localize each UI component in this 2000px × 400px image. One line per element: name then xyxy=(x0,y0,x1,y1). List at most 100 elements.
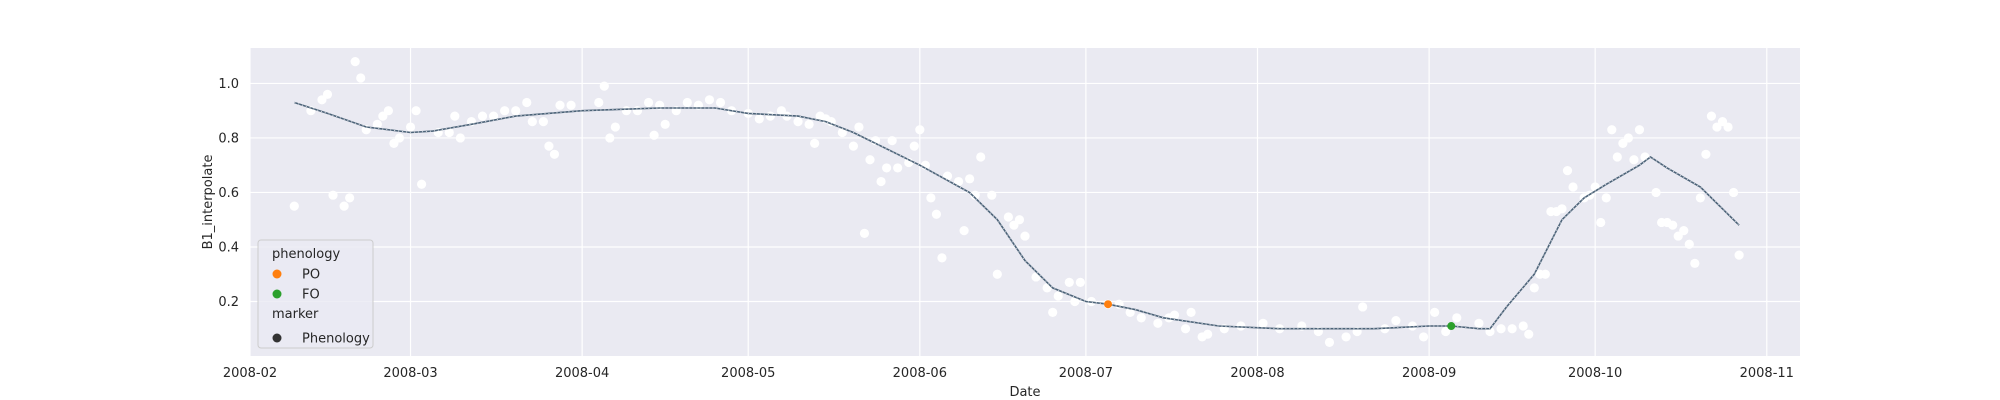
observation-point xyxy=(1679,226,1689,236)
observation-point xyxy=(356,73,366,83)
observation-point xyxy=(1014,215,1025,225)
observation-point xyxy=(372,119,382,129)
observation-point xyxy=(987,190,997,200)
observation-point xyxy=(594,97,604,108)
observation-point xyxy=(289,201,299,211)
observation-point xyxy=(555,100,565,110)
observation-point xyxy=(1125,307,1135,317)
legend: phenology PO FO marker Phenology xyxy=(257,239,374,349)
observation-point xyxy=(848,141,858,151)
observation-point xyxy=(965,174,975,184)
observation-point xyxy=(500,106,510,116)
legend-label-phenology: Phenology xyxy=(302,332,370,347)
observation-point xyxy=(522,97,532,108)
observation-point xyxy=(1203,329,1213,339)
observation-point xyxy=(544,141,554,151)
observation-point xyxy=(959,226,969,236)
observation-point xyxy=(1391,315,1401,326)
observation-point xyxy=(1701,149,1711,159)
x-tick-label: 2008-05 xyxy=(721,366,775,381)
observation-point xyxy=(865,155,875,165)
observation-point xyxy=(411,106,421,116)
observation-point xyxy=(1452,313,1462,323)
observation-point xyxy=(383,106,393,116)
observation-point xyxy=(765,111,775,121)
observation-point xyxy=(527,116,537,127)
observation-point xyxy=(1734,250,1744,260)
observation-point xyxy=(859,228,870,238)
observation-point xyxy=(322,89,333,99)
observation-point xyxy=(909,141,919,151)
observation-point xyxy=(1324,337,1335,347)
observation-point xyxy=(804,119,814,129)
observation-point xyxy=(1186,307,1196,317)
observation-point xyxy=(511,106,521,116)
observation-point xyxy=(455,133,465,143)
observation-point xyxy=(599,81,609,91)
observation-point xyxy=(926,193,936,203)
y-axis-ticks: 0.2 0.4 0.6 0.8 1.0 xyxy=(218,77,239,310)
observation-point xyxy=(1258,318,1268,328)
x-tick-label: 2008-02 xyxy=(223,366,277,381)
observation-point xyxy=(1070,296,1080,307)
observation-point xyxy=(937,253,947,263)
observation-point xyxy=(810,138,820,148)
observation-point xyxy=(1706,111,1717,121)
observation-point xyxy=(1612,152,1622,162)
observation-point xyxy=(953,176,964,187)
observation-point xyxy=(339,201,349,211)
observation-point xyxy=(477,111,488,121)
observation-point xyxy=(1136,313,1146,323)
observation-point xyxy=(1728,187,1739,198)
phenology-point-fo xyxy=(1447,322,1456,331)
observation-point xyxy=(854,122,864,132)
x-tick-label: 2008-09 xyxy=(1402,366,1456,381)
grid xyxy=(249,48,1800,356)
observation-point xyxy=(715,97,726,108)
y-tick-label: 0.8 xyxy=(218,131,239,146)
observation-point xyxy=(1358,302,1368,312)
observation-point xyxy=(1048,307,1058,317)
legend-title-marker: marker xyxy=(272,307,319,322)
observation-point xyxy=(704,95,715,105)
observation-point xyxy=(931,209,942,219)
observation-point xyxy=(1474,318,1484,328)
plot-area xyxy=(250,48,1800,356)
observation-point xyxy=(1341,332,1351,342)
observation-point xyxy=(405,122,416,132)
observation-point xyxy=(549,149,560,159)
y-tick-label: 0.2 xyxy=(218,295,239,310)
observation-point xyxy=(328,190,338,200)
legend-marker-phenology xyxy=(272,333,282,343)
y-tick-label: 1.0 xyxy=(218,77,239,92)
legend-label-po: PO xyxy=(302,268,320,283)
observation-point xyxy=(1020,231,1030,241)
y-tick-label: 0.4 xyxy=(218,240,239,255)
observation-point xyxy=(605,133,615,143)
observation-point xyxy=(643,97,654,108)
observation-point xyxy=(970,190,980,200)
observation-point xyxy=(1568,182,1578,192)
x-axis-ticks: 2008-02 2008-03 2008-04 2008-05 2008-06 2008-… xyxy=(223,366,1794,381)
observation-point xyxy=(350,57,360,67)
observation-point xyxy=(1562,166,1573,176)
observation-point xyxy=(1003,212,1013,222)
legend-marker-fo xyxy=(272,289,282,299)
observation-point xyxy=(1557,204,1567,214)
observation-point xyxy=(915,125,925,135)
observation-point xyxy=(1651,187,1661,198)
observation-point xyxy=(621,106,632,116)
legend-frame xyxy=(257,239,374,349)
observation-point xyxy=(1623,133,1633,143)
observation-point xyxy=(1153,318,1163,328)
legend-title-phenology: phenology xyxy=(272,247,340,262)
observation-point xyxy=(1540,269,1550,279)
x-axis-label: Date xyxy=(1009,385,1040,400)
observation-point xyxy=(450,111,460,121)
observation-point xyxy=(887,136,897,146)
observation-point xyxy=(1064,277,1074,288)
legend-marker-po xyxy=(272,269,282,279)
observation-point xyxy=(876,176,886,187)
observation-point xyxy=(1518,321,1528,331)
